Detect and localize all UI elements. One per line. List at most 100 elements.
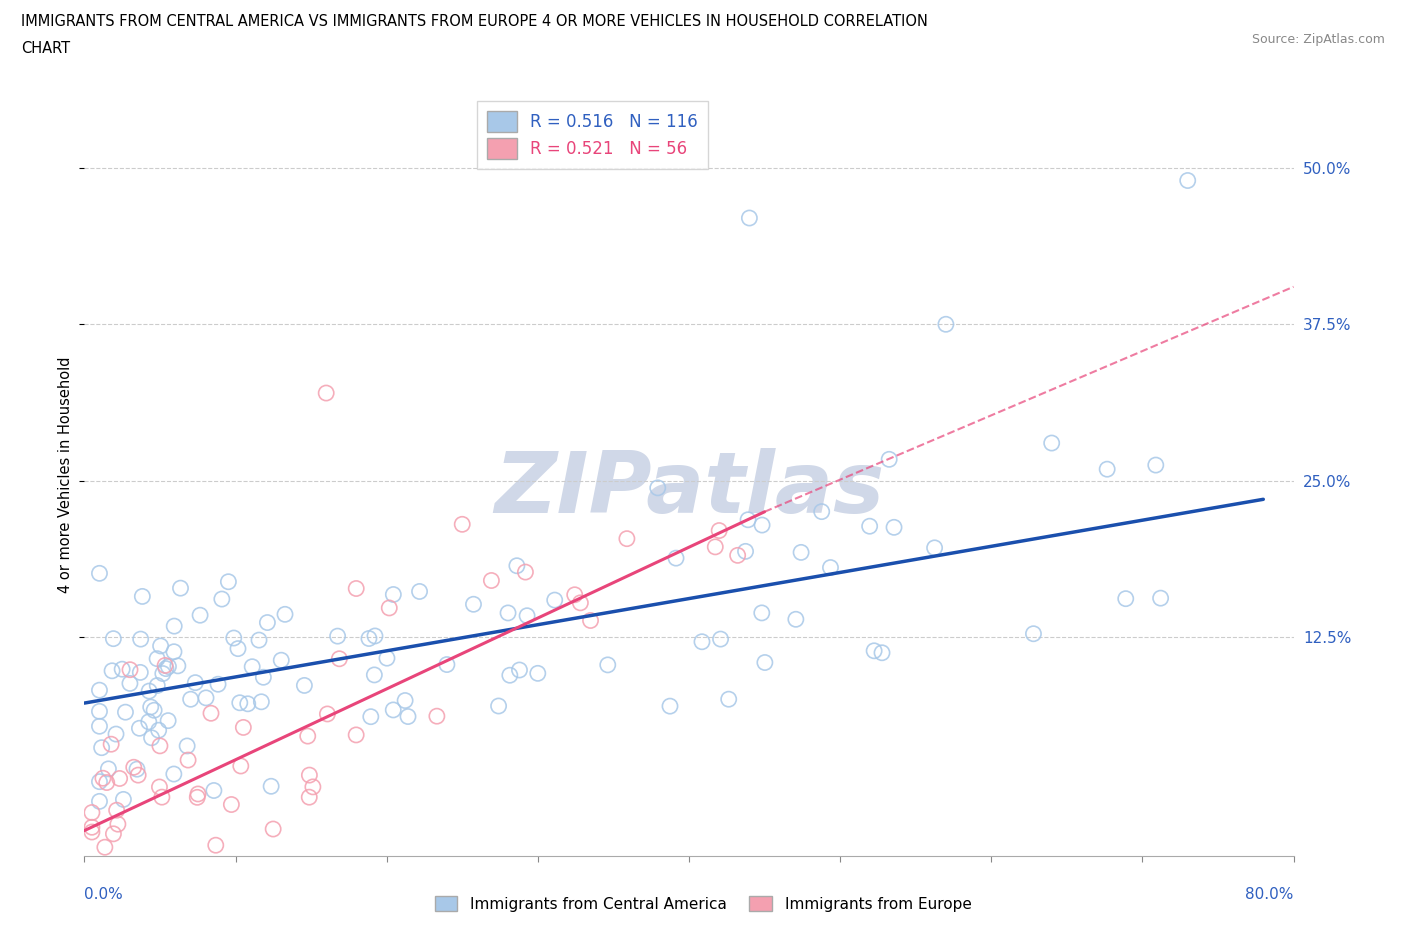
Point <box>153 658 176 673</box>
Point <box>344 727 367 742</box>
Text: 0.0%: 0.0% <box>84 887 124 902</box>
Point <box>90 740 112 755</box>
Point <box>785 612 807 627</box>
Point <box>451 517 474 532</box>
Point <box>738 210 761 225</box>
Point <box>659 698 682 713</box>
Point <box>499 668 522 683</box>
Point <box>207 677 229 692</box>
Point <box>488 698 510 713</box>
Point <box>247 632 270 647</box>
Point <box>204 838 226 853</box>
Point <box>143 703 166 718</box>
Point <box>103 827 125 842</box>
Point <box>127 767 149 782</box>
Point <box>436 658 458 672</box>
Point <box>89 683 111 698</box>
Point <box>80 907 103 922</box>
Point <box>252 670 274 684</box>
Point <box>169 580 191 595</box>
Point <box>167 658 190 673</box>
Point <box>516 608 538 623</box>
Point <box>717 692 740 707</box>
Point <box>292 678 315 693</box>
Point <box>596 658 619 672</box>
Point <box>298 790 321 804</box>
Point <box>704 539 727 554</box>
Point <box>250 695 273 710</box>
Point <box>515 565 537 579</box>
Point <box>149 738 172 753</box>
Point <box>159 881 181 896</box>
Point <box>103 631 125 646</box>
Point <box>810 504 832 519</box>
Point <box>80 805 103 820</box>
Point <box>226 641 249 656</box>
Point <box>131 589 153 604</box>
Legend: Immigrants from Central America, Immigrants from Europe: Immigrants from Central America, Immigra… <box>429 889 977 918</box>
Point <box>138 714 160 729</box>
Point <box>157 713 180 728</box>
Point <box>150 790 173 804</box>
Point <box>114 705 136 720</box>
Point <box>924 540 946 555</box>
Point <box>737 512 759 527</box>
Point <box>184 675 207 690</box>
Point <box>877 452 900 467</box>
Point <box>394 693 416 708</box>
Point <box>186 790 208 804</box>
Point <box>727 548 749 563</box>
Point <box>152 666 174 681</box>
Point <box>579 613 602 628</box>
Point <box>112 792 135 807</box>
Point <box>89 794 111 809</box>
Point <box>734 544 756 559</box>
Point <box>190 860 212 875</box>
Point <box>935 317 957 332</box>
Point <box>101 663 124 678</box>
Point <box>180 692 202 707</box>
Point <box>211 591 233 606</box>
Point <box>256 615 278 630</box>
Point <box>91 771 114 786</box>
Point <box>544 592 567 607</box>
Point <box>118 662 141 677</box>
Point <box>883 520 905 535</box>
Point <box>146 678 169 693</box>
Point <box>564 588 586 603</box>
Point <box>163 644 186 659</box>
Point <box>274 607 297 622</box>
Point <box>481 573 503 588</box>
Point <box>709 631 731 646</box>
Point <box>141 730 163 745</box>
Point <box>128 721 150 736</box>
Text: ZIPatlas: ZIPatlas <box>494 448 884 531</box>
Point <box>1022 626 1045 641</box>
Point <box>870 645 893 660</box>
Point <box>665 551 688 565</box>
Text: CHART: CHART <box>21 41 70 56</box>
Point <box>232 720 254 735</box>
Point <box>80 820 103 835</box>
Point <box>221 797 243 812</box>
Point <box>326 629 349 644</box>
Point <box>316 707 339 722</box>
Point <box>375 651 398 666</box>
Point <box>1149 591 1171 605</box>
Point <box>616 531 638 546</box>
Point <box>129 665 152 680</box>
Point <box>506 558 529 573</box>
Point <box>328 651 350 666</box>
Point <box>163 766 186 781</box>
Point <box>302 779 325 794</box>
Point <box>177 752 200 767</box>
Point <box>195 690 218 705</box>
Point <box>1095 462 1118 477</box>
Point <box>709 523 731 538</box>
Point <box>240 659 263 674</box>
Point <box>297 729 319 744</box>
Point <box>105 803 128 817</box>
Point <box>229 696 252 711</box>
Point <box>148 723 170 737</box>
Point <box>751 518 773 533</box>
